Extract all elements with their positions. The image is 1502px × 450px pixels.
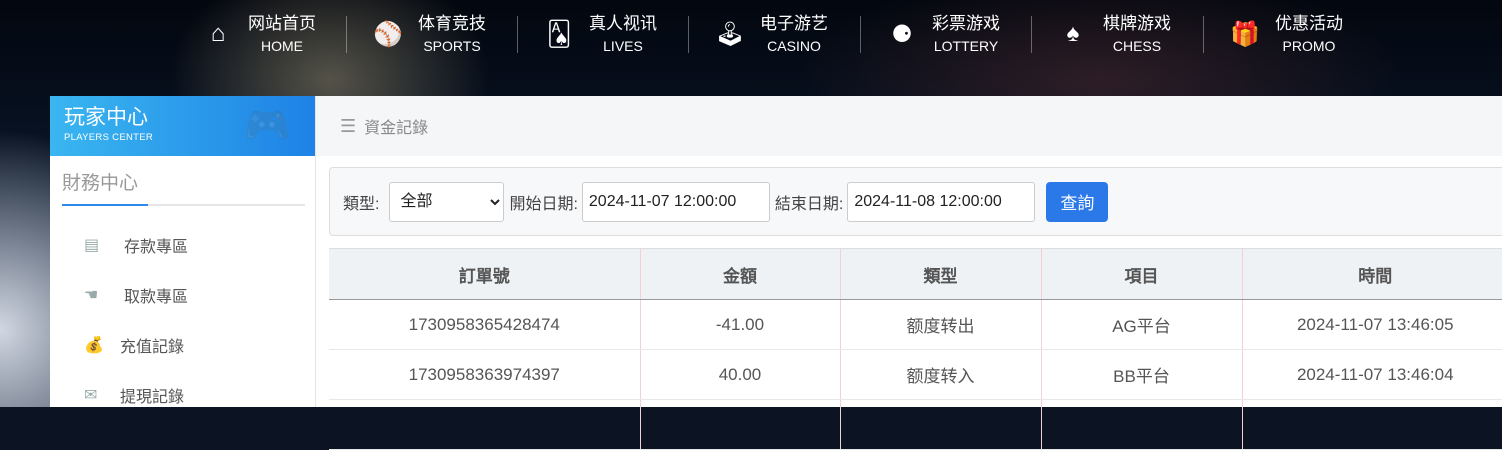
section-finance: 財務中心 [62, 168, 305, 206]
nav-sublabel: CASINO [767, 38, 821, 54]
hand-cash-icon: ☚ [84, 287, 99, 304]
sidebar-item-label: 存款專區 [124, 239, 189, 256]
order-no: 1730958365428474 [329, 299, 641, 350]
money-bag-icon: 💰 [84, 337, 104, 354]
nav-sublabel: CHESS [1112, 38, 1162, 54]
col-order-no: 訂單號 [329, 248, 641, 300]
amount: -41.00 [640, 299, 841, 350]
divider [1031, 16, 1032, 53]
nav-casino[interactable]: 🕹 电子游艺 CASINO [688, 12, 858, 56]
sidebar-item-label: 提現記錄 [120, 389, 185, 406]
nav-label: 电子游艺 [760, 14, 828, 33]
type: 额度转出 [840, 299, 1042, 350]
nav-label: 网站首页 [248, 14, 316, 33]
nav-label: 棋牌游戏 [1103, 14, 1171, 33]
sidebar-item-deposit[interactable]: ▤ 存款專區 [50, 220, 315, 270]
nav-promo[interactable]: 🎁 优惠活动 PROMO [1203, 12, 1373, 56]
joystick-icon: 🕹 [714, 20, 746, 48]
sidebar-header: 玩家中心 PLAYERS CENTER 🎮 [50, 96, 315, 156]
home-icon: ⌂ [210, 20, 226, 47]
col-item: 項目 [1041, 248, 1243, 300]
amount: 40.00 [640, 349, 841, 400]
type-select[interactable]: 全部 [389, 181, 505, 222]
nav-label: 体育竞技 [418, 14, 486, 33]
top-nav: ⌂ 网站首页 HOME ⚾ 体育竞技 SPORTS 🂡 真人视讯 LIVES 🕹 电子游艺 CA… [0, 0, 1502, 95]
sidebar-item-withdraw-records[interactable]: ✉ 提現記錄 [50, 370, 315, 420]
nav-sublabel: LIVES [603, 38, 643, 54]
sidebar: 玩家中心 PLAYERS CENTER 🎮 財務中心 ▤ 存款專區 ☚ 取款專區 💰… [50, 96, 316, 407]
nav-sublabel: PROMO [1282, 38, 1336, 54]
divider [1203, 16, 1204, 53]
table-header: 訂單號 金額 類型 項目 時間 [329, 248, 1502, 300]
item: BB平台 [1041, 349, 1243, 400]
nav-home[interactable]: ⌂ 网站首页 HOME [176, 12, 346, 56]
page-title: 資金記錄 [364, 120, 429, 137]
table-row: 1730958363974397 40.00 额度转入 BB平台 2024-11… [329, 349, 1502, 400]
nav-label: 真人视讯 [589, 14, 657, 33]
nav-label: 优惠活动 [1275, 14, 1343, 33]
query-button[interactable]: 查詢 [1046, 181, 1109, 222]
divider [688, 16, 689, 53]
records-table: 訂單號 金額 類型 項目 時間 1730958365428474 -41.00 … [329, 248, 1502, 450]
sidebar-item-recharge-records[interactable]: 💰 充值記錄 [50, 320, 315, 370]
sidebar-subtitle: PLAYERS CENTER [64, 132, 154, 143]
table-row: 1730958365428474 -41.00 额度转出 AG平台 2024-1… [329, 299, 1502, 350]
ball-icon: ⚾ [373, 20, 403, 48]
item: AG平台 [1041, 299, 1243, 350]
nav-sublabel: LOTTERY [933, 38, 999, 54]
end-date-input[interactable] [847, 181, 1036, 222]
time: 2024-11-07 13:46:04 [1242, 349, 1502, 400]
filter-bar: 類型: 全部 開始日期: 結束日期: 查詢 [329, 167, 1502, 236]
end-date-label: 結束日期: [774, 195, 844, 213]
divider [346, 16, 347, 53]
sidebar-item-label: 充值記錄 [120, 339, 185, 356]
time: 2024-11-07 13:46:05 [1242, 299, 1502, 350]
nav-sublabel: SPORTS [423, 38, 481, 54]
lottery-balls-icon: ⚈ [891, 20, 913, 48]
nav-chess[interactable]: ♠ 棋牌游戏 CHESS [1031, 12, 1201, 56]
divider [517, 16, 518, 53]
main-content: ☰ 資金記錄 類型: 全部 開始日期: 結束日期: 查詢 訂單號 金額 類型 項目… [316, 96, 1502, 450]
wallet-icon: ✉ [84, 387, 98, 404]
gamepad-icon: 🎮 [243, 105, 291, 147]
order-no: 1730958363974397 [329, 349, 641, 400]
gift-icon: 🎁 [1230, 20, 1260, 48]
card-icon: ▤ [84, 237, 100, 254]
spade-icon: ♠ [1066, 20, 1080, 47]
sidebar-item-withdraw[interactable]: ☚ 取款專區 [50, 270, 315, 320]
start-date-input[interactable] [581, 181, 770, 222]
type-label: 類型: [343, 195, 380, 213]
table-row [329, 399, 1502, 450]
sidebar-item-label: 取款專區 [124, 289, 189, 306]
menu-icon: ☰ [340, 115, 357, 136]
cards-icon: 🂡 [546, 20, 572, 48]
nav-label: 彩票游戏 [932, 14, 1000, 33]
nav-lottery[interactable]: ⚈ 彩票游戏 LOTTERY [860, 12, 1030, 56]
nav-sublabel: HOME [261, 38, 303, 54]
divider [860, 16, 861, 53]
type: 额度转入 [840, 349, 1042, 400]
sidebar-title: 玩家中心 [64, 106, 148, 129]
col-type: 類型 [840, 248, 1042, 300]
breadcrumb: ☰ 資金記錄 [316, 96, 1502, 156]
col-amount: 金額 [640, 248, 841, 300]
nav-lives[interactable]: 🂡 真人视讯 LIVES [517, 12, 687, 56]
nav-sports[interactable]: ⚾ 体育竞技 SPORTS [346, 12, 516, 56]
start-date-label: 開始日期: [509, 195, 578, 213]
col-time: 時間 [1242, 248, 1502, 300]
